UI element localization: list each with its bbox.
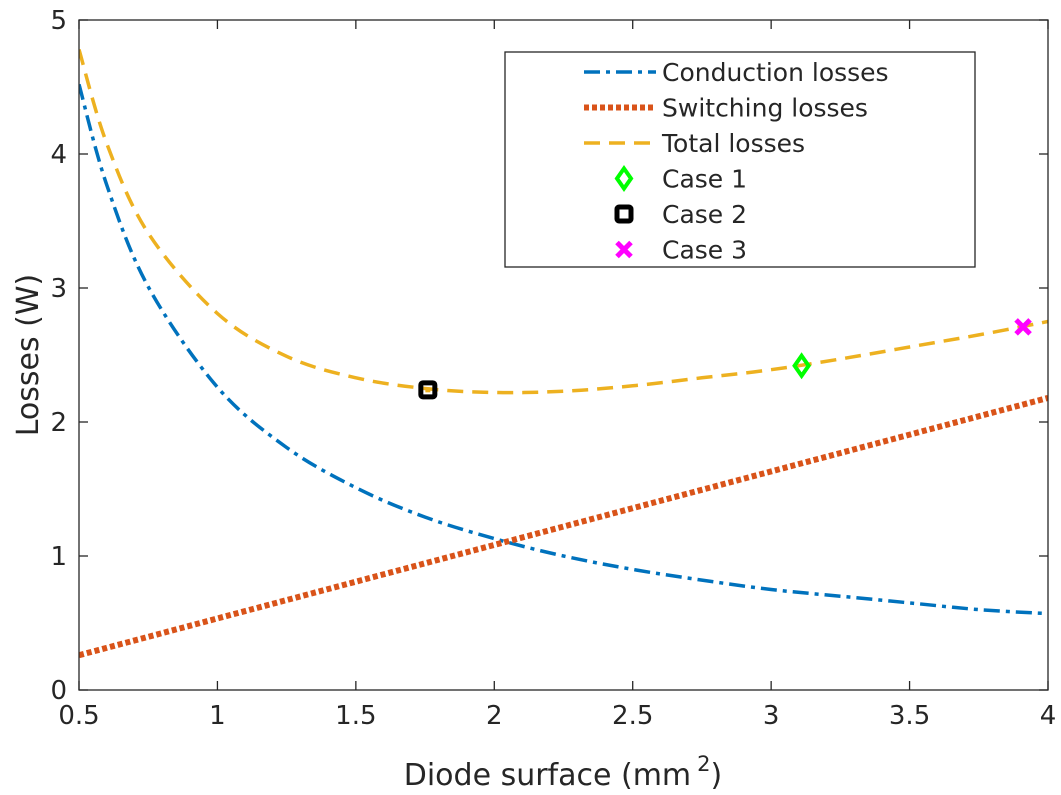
x-axis: 0.5 1 1.5 2 2.5 3 3.5 4 bbox=[58, 20, 1056, 731]
case-marker-2 bbox=[418, 380, 438, 400]
x-tick-label: 0.5 bbox=[58, 701, 99, 731]
legend-label-4: Case 1 bbox=[662, 165, 747, 194]
legend-label-6: Case 3 bbox=[662, 236, 747, 265]
y-tick-label: 4 bbox=[50, 140, 67, 170]
plot-frame bbox=[78, 19, 1049, 691]
legend-box bbox=[504, 51, 976, 268]
y-tick-label: 3 bbox=[50, 274, 67, 304]
x-tick-label: 3.5 bbox=[889, 701, 930, 731]
legend-label-5: Case 2 bbox=[662, 200, 747, 229]
y-axis: 0 1 2 3 4 5 bbox=[50, 6, 1048, 706]
y-axis-label: Losses (W) bbox=[11, 274, 46, 437]
points-layer bbox=[418, 318, 1032, 400]
legend-label-1: Conduction losses bbox=[662, 58, 889, 87]
y-tick-label: 0 bbox=[50, 676, 67, 706]
y-tick-label: 5 bbox=[50, 6, 67, 36]
legend-marker-4 bbox=[614, 165, 634, 192]
x-tick-label: 4 bbox=[1040, 701, 1057, 731]
legend: Conduction losses Switching losses Total l… bbox=[504, 51, 976, 268]
case-marker-1 bbox=[792, 352, 812, 380]
x-axis-label: Diode surface (mm 2) bbox=[404, 752, 722, 793]
legend-marker-5 bbox=[614, 204, 634, 224]
case-marker-3 bbox=[1014, 318, 1032, 336]
x-tick-label: 1 bbox=[209, 701, 226, 731]
legend-label-2: Switching losses bbox=[662, 94, 868, 123]
x-tick-label: 3 bbox=[763, 701, 780, 731]
series-layer bbox=[79, 49, 1048, 659]
series-line-1 bbox=[79, 83, 1048, 616]
y-tick-label: 2 bbox=[50, 408, 67, 438]
x-tick-label: 1.5 bbox=[335, 701, 376, 731]
series-line-3 bbox=[79, 49, 1048, 395]
legend-label-3: Total losses bbox=[661, 129, 805, 158]
y-tick-label: 1 bbox=[50, 542, 67, 572]
legend-entries: Conduction losses Switching losses Total l… bbox=[584, 58, 889, 265]
series-line-2 bbox=[79, 395, 1048, 659]
x-tick-label: 2.5 bbox=[612, 701, 653, 731]
case-marker-2-core bbox=[425, 387, 431, 393]
legend-marker-6 bbox=[615, 240, 633, 259]
x-tick-label: 2 bbox=[486, 701, 503, 731]
